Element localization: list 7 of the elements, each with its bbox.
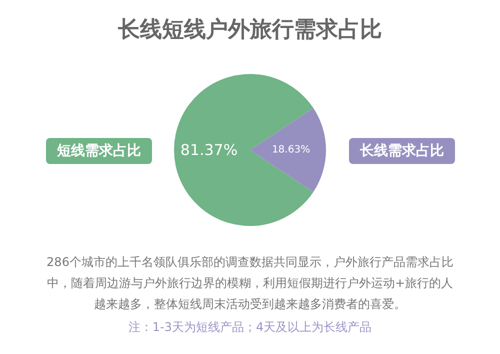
text: 286个城市的上千名领队俱乐部的调查数据共同显示，户外旅行产品需求占比中，随着周边游与户外旅行边界的模糊，利用短假期进行户外运动+旅行的人越来越多，整体短线周末活动受到越来越多消费者的喜爱。 [46, 254, 454, 313]
data-label: 18.63% [272, 144, 310, 156]
chart-title: 长线短线户外旅行需求占比 [117, 16, 382, 42]
slice-label: 长线需求占比 [359, 143, 444, 159]
data-label: 81.37% [180, 141, 238, 159]
text: 注：1-3天为短线产品；4天及以上为长线产品 [127, 319, 373, 336]
slice-label: 短线需求占比 [56, 143, 141, 159]
